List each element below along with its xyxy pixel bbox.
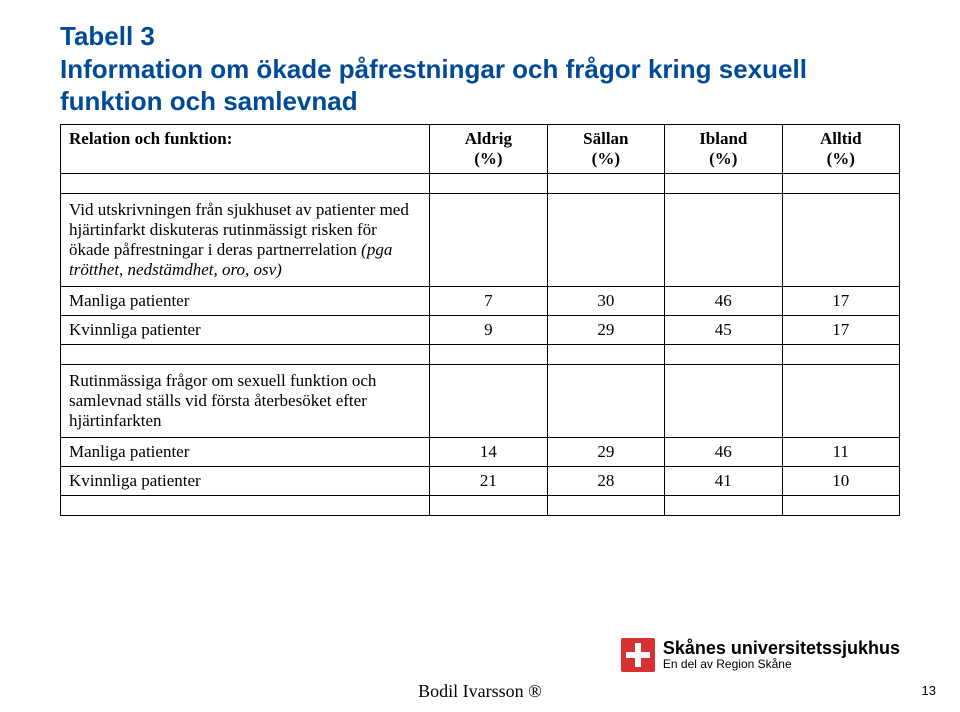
section2-desc-row: Rutinmässiga frågor om sexuell funktion … <box>61 364 900 437</box>
cell: 41 <box>665 466 782 495</box>
cell: 7 <box>430 286 547 315</box>
col-aldrig: Aldrig (%) <box>430 124 547 173</box>
col-ibland-l1: Ibland <box>699 129 747 148</box>
page-number: 13 <box>922 683 936 698</box>
row-label: Kvinnliga patienter <box>61 315 430 344</box>
row-label: Manliga patienter <box>61 437 430 466</box>
cell: 9 <box>430 315 547 344</box>
table-row: Kvinnliga patienter 21 28 41 10 <box>61 466 900 495</box>
col-alltid-l2: (%) <box>827 149 855 168</box>
row-label: Kvinnliga patienter <box>61 466 430 495</box>
logo-cross-icon <box>621 638 655 672</box>
spacer-row <box>61 495 900 515</box>
col-alltid-l1: Alltid <box>820 129 862 148</box>
page-content: Tabell 3 Information om ökade påfrestnin… <box>0 0 960 516</box>
col-sallan-l1: Sällan <box>583 129 628 148</box>
cell: 30 <box>547 286 664 315</box>
table-title: Tabell 3 Information om ökade påfrestnin… <box>60 20 900 118</box>
col-aldrig-l2: (%) <box>474 149 502 168</box>
cell: 29 <box>547 315 664 344</box>
table-row: Manliga patienter 14 29 46 11 <box>61 437 900 466</box>
section1-desc: Vid utskrivningen från sjukhuset av pati… <box>61 193 430 286</box>
cell: 46 <box>665 437 782 466</box>
title-line-1: Tabell 3 <box>60 21 155 51</box>
cell: 11 <box>782 437 899 466</box>
brand-logo: Skånes universitetssjukhus En del av Reg… <box>621 638 900 672</box>
col-ibland: Ibland (%) <box>665 124 782 173</box>
header-row: Relation och funktion: Aldrig (%) Sällan… <box>61 124 900 173</box>
cell: 17 <box>782 315 899 344</box>
cell: 28 <box>547 466 664 495</box>
section2-desc: Rutinmässiga frågor om sexuell funktion … <box>61 364 430 437</box>
cell: 29 <box>547 437 664 466</box>
spacer-row <box>61 173 900 193</box>
section1-desc-plain: Vid utskrivningen från sjukhuset av pati… <box>69 200 409 259</box>
logo-line1: Skånes universitetssjukhus <box>663 639 900 658</box>
row-label: Manliga patienter <box>61 286 430 315</box>
col-alltid: Alltid (%) <box>782 124 899 173</box>
title-line-2: Information om ökade påfrestningar och f… <box>60 54 807 84</box>
data-table: Relation och funktion: Aldrig (%) Sällan… <box>60 124 900 516</box>
col-aldrig-l1: Aldrig <box>465 129 512 148</box>
title-line-3: funktion och samlevnad <box>60 86 358 116</box>
table-row: Kvinnliga patienter 9 29 45 17 <box>61 315 900 344</box>
table-row: Manliga patienter 7 30 46 17 <box>61 286 900 315</box>
logo-text: Skånes universitetssjukhus En del av Reg… <box>663 639 900 670</box>
row-header-label: Relation och funktion: <box>61 124 430 173</box>
spacer-row <box>61 344 900 364</box>
col-sallan: Sällan (%) <box>547 124 664 173</box>
footer-author: Bodil Ivarsson ® <box>0 681 960 702</box>
cell: 17 <box>782 286 899 315</box>
col-ibland-l2: (%) <box>709 149 737 168</box>
col-sallan-l2: (%) <box>592 149 620 168</box>
logo-line2: En del av Region Skåne <box>663 658 900 671</box>
cell: 10 <box>782 466 899 495</box>
cell: 45 <box>665 315 782 344</box>
cell: 46 <box>665 286 782 315</box>
section1-desc-row: Vid utskrivningen från sjukhuset av pati… <box>61 193 900 286</box>
cell: 14 <box>430 437 547 466</box>
cell: 21 <box>430 466 547 495</box>
